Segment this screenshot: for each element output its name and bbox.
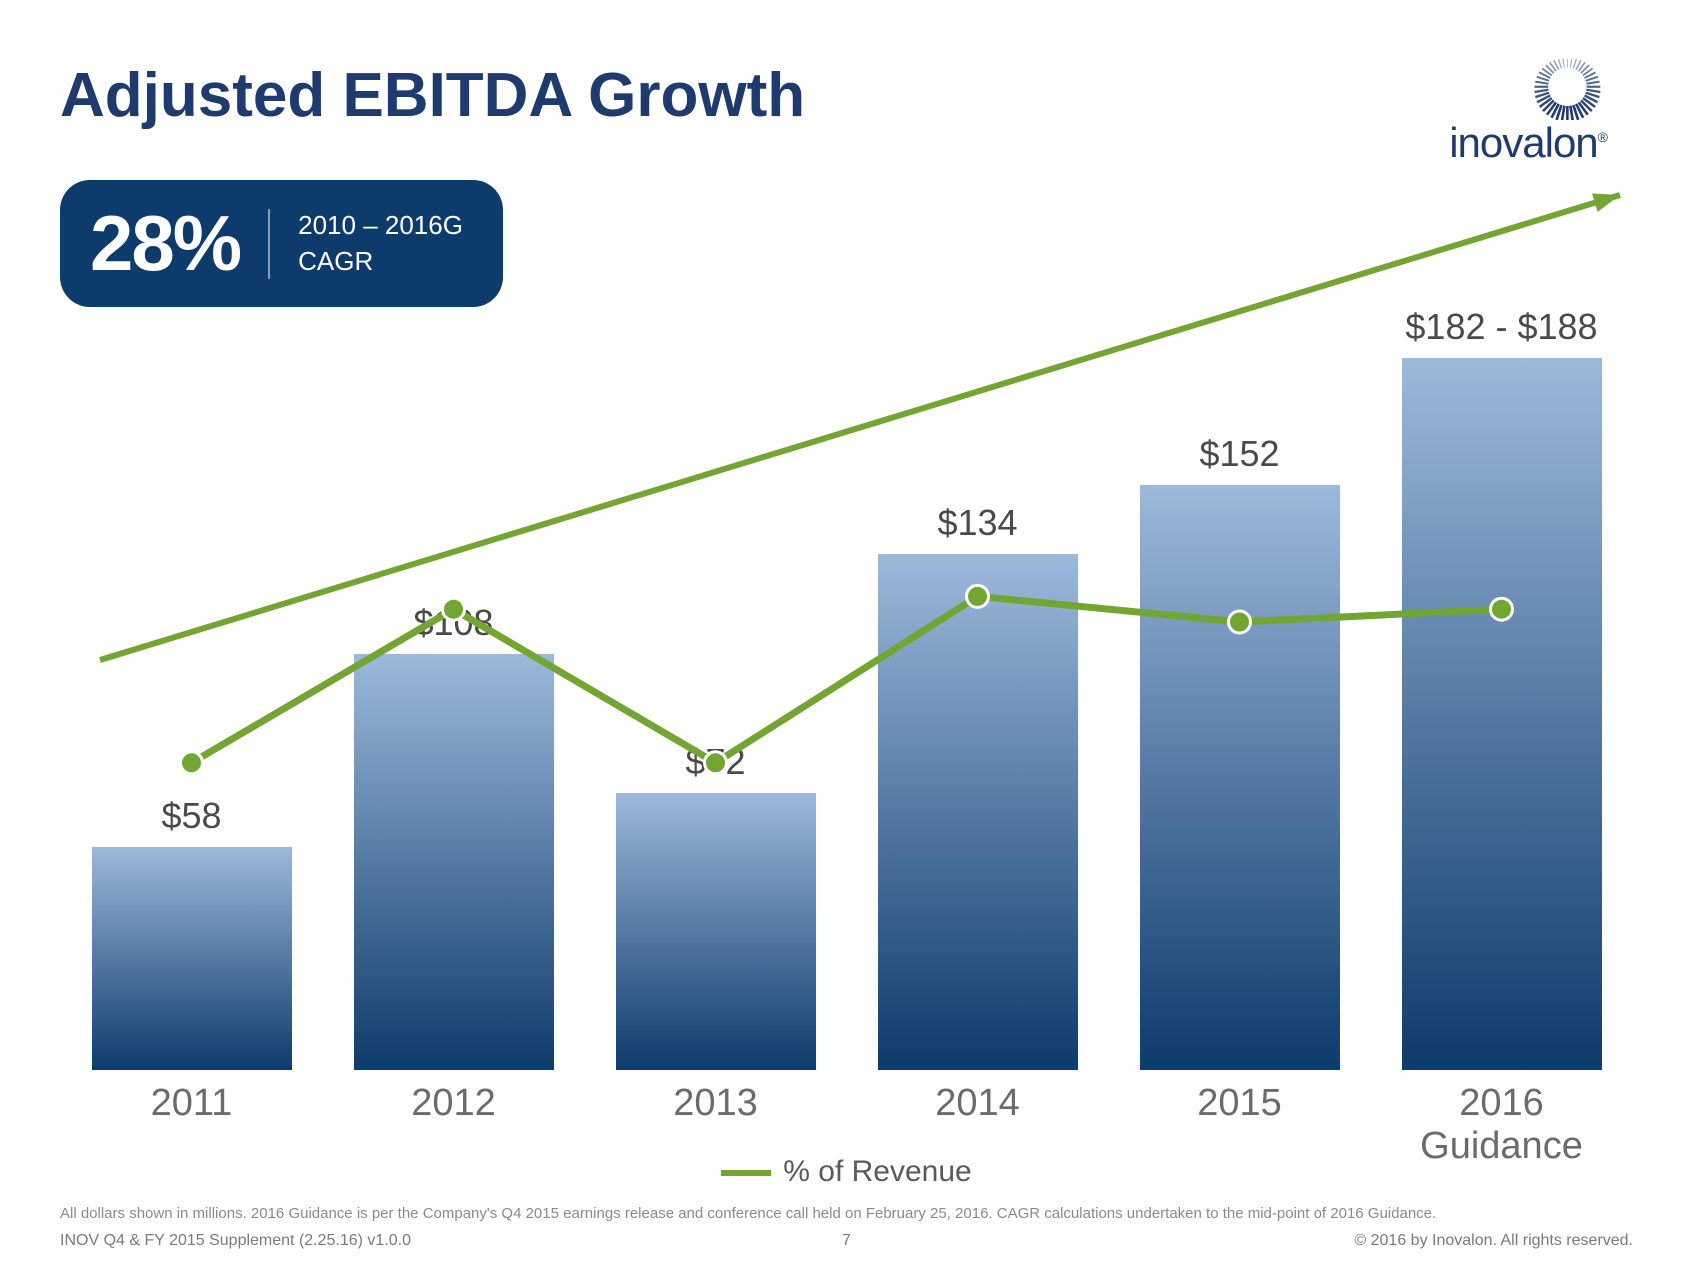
- legend-swatch: [721, 1170, 771, 1176]
- bar: [354, 654, 554, 1070]
- logo-text: inovalon®: [1449, 119, 1608, 167]
- cagr-percent: 28%: [90, 198, 240, 289]
- page-title: Adjusted EBITDA Growth: [60, 60, 805, 131]
- bar-value-label: $58: [92, 795, 292, 837]
- cagr-label: CAGR: [298, 244, 463, 279]
- bar: [878, 554, 1078, 1070]
- bar-value-label: $134: [878, 502, 1078, 544]
- chart: $5824%2011$10836%2012$7224%2013$13437%20…: [60, 300, 1633, 1070]
- company-logo: inovalon®: [1449, 50, 1608, 167]
- footnote: All dollars shown in millions. 2016 Guid…: [60, 1205, 1633, 1222]
- bar-value-label: $108: [354, 602, 554, 644]
- bar-value-label: $182 - $188: [1372, 306, 1632, 348]
- legend: % of Revenue: [0, 1155, 1693, 1189]
- bar: [92, 847, 292, 1070]
- cagr-badge: 28% 2010 – 2016G CAGR: [60, 180, 503, 307]
- logo-word: inovalon: [1449, 119, 1597, 166]
- bars-container: $5824%2011$10836%2012$7224%2013$13437%20…: [60, 300, 1633, 1070]
- logo-swirl-icon: [1518, 50, 1608, 120]
- cagr-text: 2010 – 2016G CAGR: [298, 208, 463, 278]
- bar: [1402, 358, 1602, 1070]
- bar: [1140, 485, 1340, 1070]
- cagr-period: 2010 – 2016G: [298, 208, 463, 243]
- bar-value-label: $72: [616, 741, 816, 783]
- footer-copyright: © 2016 by Inovalon. All rights reserved.: [1354, 1232, 1633, 1250]
- cagr-divider: [268, 209, 270, 279]
- bar-value-label: $152: [1140, 433, 1340, 475]
- bar: [616, 793, 816, 1070]
- legend-label: % of Revenue: [783, 1155, 971, 1188]
- logo-registered: ®: [1598, 129, 1608, 145]
- slide: Adjusted EBITDA Growth inovalon® 28% 201…: [0, 0, 1693, 1270]
